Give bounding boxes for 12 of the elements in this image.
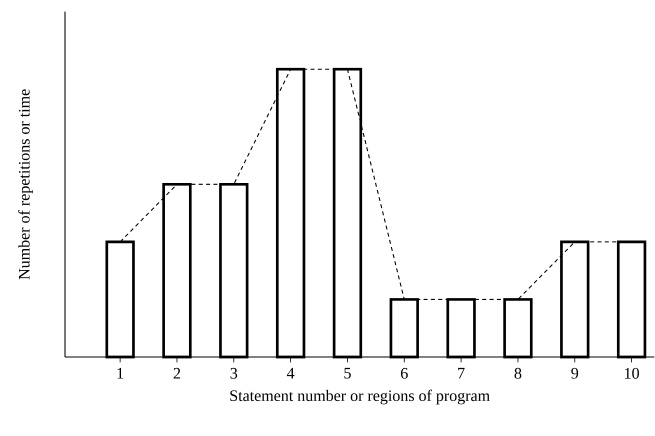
x-tick-label: 1 [118,368,124,378]
x-axis-title: Statement number or regions of program [230,390,490,404]
x-tick-label: 10 [625,368,639,379]
x-tick-label: 4 [286,368,294,378]
x-tick-label: 7 [458,368,465,378]
x-tick-label: 3 [230,368,238,379]
x-tick-label: 6 [400,368,408,379]
x-tick-label: 2 [174,368,180,379]
x-tick-label: 9 [571,368,578,379]
x-tick-label: 5 [344,368,351,379]
x-tick-label: 8 [514,368,522,379]
y-axis-title: Number of repetitions or time [18,89,33,280]
